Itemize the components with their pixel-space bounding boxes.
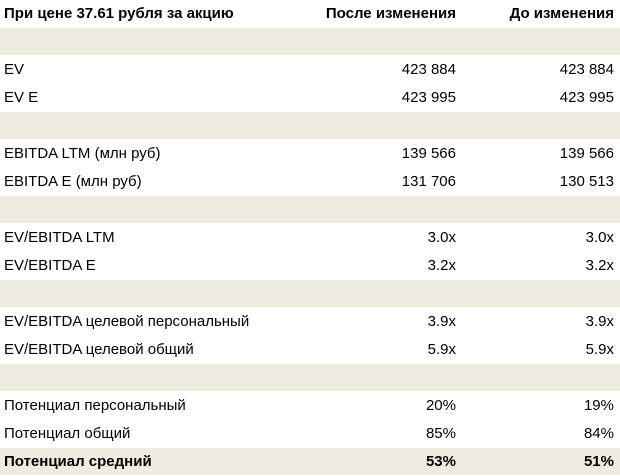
row-before-value bbox=[460, 196, 620, 223]
row-label: EV/EBITDA целевой персональный bbox=[4, 313, 250, 330]
table-row-ev: EV 423 884 423 884 bbox=[0, 56, 620, 84]
row-before-value: 130 513 bbox=[559, 173, 614, 190]
row-before-value bbox=[460, 364, 620, 391]
row-label: Потенциал персональный bbox=[4, 397, 186, 414]
row-after-value: 131 706 bbox=[401, 173, 456, 190]
row-label: EV bbox=[4, 61, 25, 78]
row-after-value: 5.9x bbox=[427, 341, 456, 358]
row-label: Потенциал общий bbox=[4, 425, 131, 442]
table-row-spacer bbox=[0, 364, 620, 392]
table-row-ev-ebitda-e: EV/EBITDA E 3.2x 3.2x bbox=[0, 252, 620, 280]
table-row-target-general: EV/EBITDA целевой общий 5.9x 5.9x bbox=[0, 336, 620, 364]
header-before-change: До изменения bbox=[509, 5, 614, 22]
row-after-value bbox=[290, 196, 460, 223]
table-row-spacer bbox=[0, 28, 620, 56]
row-label bbox=[0, 112, 290, 139]
row-after-value bbox=[290, 364, 460, 391]
row-label bbox=[0, 196, 290, 223]
row-after-value: 423 884 bbox=[401, 61, 456, 78]
row-before-value: 3.2x bbox=[585, 257, 614, 274]
row-label: EV E bbox=[4, 89, 39, 106]
row-before-value: 84% bbox=[583, 425, 614, 442]
row-label: EV/EBITDA E bbox=[4, 257, 96, 274]
row-before-value: 5.9x bbox=[585, 341, 614, 358]
table-row-ev-ebitda-ltm: EV/EBITDA LTM 3.0x 3.0x bbox=[0, 224, 620, 252]
row-label: Потенциал средний bbox=[4, 453, 152, 470]
table-row-potential-general: Потенциал общий 85% 84% bbox=[0, 420, 620, 448]
header-price-label: При цене 37.61 рубля за акцию bbox=[4, 5, 234, 22]
row-before-value: 423 884 bbox=[559, 61, 614, 78]
row-before-value: 139 566 bbox=[559, 145, 614, 162]
row-label bbox=[0, 364, 290, 391]
row-before-value bbox=[460, 28, 620, 55]
row-after-value: 20% bbox=[425, 397, 456, 414]
row-after-value: 3.0x bbox=[427, 229, 456, 246]
table-row-potential-average: Потенциал средний 53% 51% bbox=[0, 448, 620, 476]
table-row-ebitda-ltm: EBITDA LTM (млн руб) 139 566 139 566 bbox=[0, 140, 620, 168]
row-before-value: 3.9x bbox=[585, 313, 614, 330]
row-label: EV/EBITDA LTM bbox=[4, 229, 115, 246]
row-before-value: 19% bbox=[583, 397, 614, 414]
table-row-spacer bbox=[0, 112, 620, 140]
row-label: EBITDA LTM (млн руб) bbox=[4, 145, 161, 162]
table-row-ev-e: EV E 423 995 423 995 bbox=[0, 84, 620, 112]
row-after-value: 139 566 bbox=[401, 145, 456, 162]
row-after-value: 423 995 bbox=[401, 89, 456, 106]
table-row-spacer bbox=[0, 280, 620, 308]
row-after-value: 53% bbox=[425, 453, 456, 470]
row-after-value bbox=[290, 28, 460, 55]
row-label: EBITDA E (млн руб) bbox=[4, 173, 142, 190]
row-after-value bbox=[290, 280, 460, 307]
table-row-potential-personal: Потенциал персональный 20% 19% bbox=[0, 392, 620, 420]
row-after-value: 3.9x bbox=[427, 313, 456, 330]
row-after-value: 85% bbox=[425, 425, 456, 442]
table-header-row: При цене 37.61 рубля за акцию После изме… bbox=[0, 0, 620, 28]
row-after-value bbox=[290, 112, 460, 139]
row-after-value: 3.2x bbox=[427, 257, 456, 274]
row-label: EV/EBITDA целевой общий bbox=[4, 341, 194, 358]
row-before-value bbox=[460, 280, 620, 307]
table-row-ebitda-e: EBITDA E (млн руб) 131 706 130 513 bbox=[0, 168, 620, 196]
row-label bbox=[0, 28, 290, 55]
table-row-target-personal: EV/EBITDA целевой персональный 3.9x 3.9x bbox=[0, 308, 620, 336]
row-before-value: 51% bbox=[583, 453, 614, 470]
header-after-change: После изменения bbox=[325, 5, 456, 22]
row-label bbox=[0, 280, 290, 307]
row-before-value: 423 995 bbox=[559, 89, 614, 106]
table-row-spacer bbox=[0, 196, 620, 224]
row-before-value: 3.0x bbox=[585, 229, 614, 246]
row-before-value bbox=[460, 112, 620, 139]
